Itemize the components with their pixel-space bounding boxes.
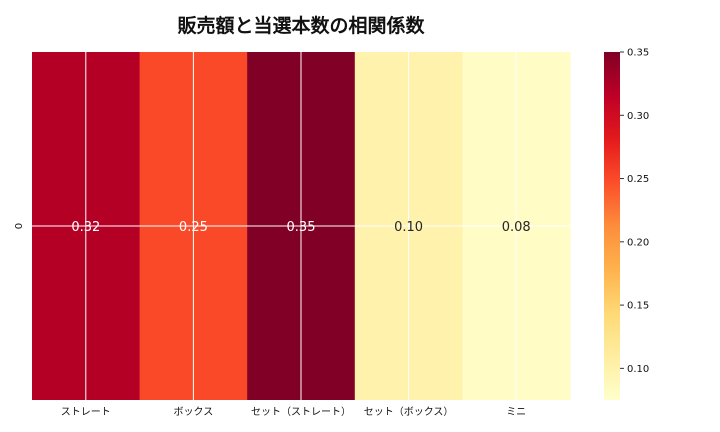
colorbar-tick-label: 0.15 [627, 301, 649, 312]
x-tick-label: ミニ [506, 407, 526, 418]
y-axis-tick-labels: 0 [14, 223, 25, 229]
x-axis-tick-labels: ストレート ボックス セット（ストレート） セット（ボックス） ミニ [61, 406, 526, 418]
cell-value-label: 0.25 [179, 220, 208, 235]
colorbar-tick-label: 0.30 [627, 111, 649, 122]
colorbar-gradient [604, 52, 620, 400]
colorbar-tick-labels: 0.10 0.15 0.20 0.25 0.30 0.35 [620, 48, 649, 375]
y-tick-label: 0 [14, 223, 25, 229]
cell-value-label: 0.35 [287, 220, 316, 235]
colorbar-tick-label: 0.35 [627, 48, 649, 59]
colorbar: 0.10 0.15 0.20 0.25 0.30 0.35 [604, 48, 649, 400]
x-tick-label: ストレート [61, 407, 111, 418]
colorbar-tick-label: 0.10 [627, 364, 649, 375]
chart-title: 販売額と当選本数の相関係数 [177, 14, 425, 37]
cell-value-label: 0.08 [502, 220, 531, 235]
x-tick-label: セット（ボックス） [364, 406, 454, 418]
colorbar-tick-label: 0.25 [627, 174, 649, 185]
x-tick-label: セット（ストレート） [251, 406, 351, 418]
x-tick-label: ボックス [174, 406, 214, 418]
cell-value-label: 0.10 [394, 220, 423, 235]
grid-lines [32, 52, 570, 400]
colorbar-tick-label: 0.20 [627, 237, 649, 248]
cell-value-labels: 0.32 0.25 0.35 0.10 0.08 [71, 220, 530, 235]
cell-value-label: 0.32 [71, 220, 100, 235]
